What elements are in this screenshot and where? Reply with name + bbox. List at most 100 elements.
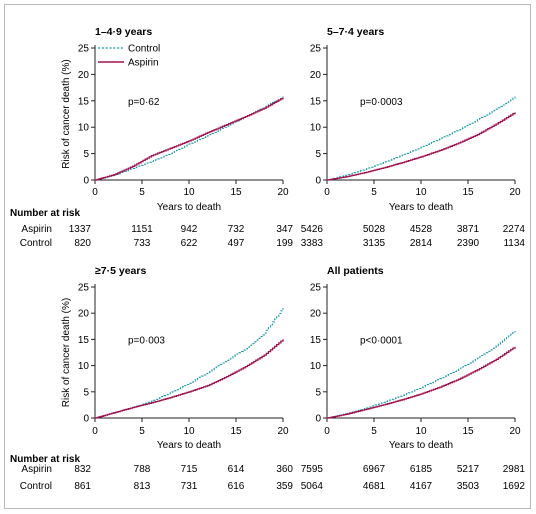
- p-value: p=0·62: [128, 97, 160, 108]
- y-tick-label: 25: [310, 283, 322, 294]
- at-risk-control-value: 733: [134, 238, 151, 249]
- at-risk-control-value: 3383: [301, 238, 324, 249]
- figure-frame: [4, 4, 531, 509]
- at-risk-control-value: 1134: [503, 238, 525, 249]
- chart-panel-1: 1–4·9 years 0 5 10 15 20 25 0 5 10 15 20 Years to de…: [61, 26, 293, 249]
- at-risk-control-value: 359: [276, 481, 293, 492]
- p-value: p=0·003: [128, 335, 165, 346]
- panel-title: All patients: [327, 265, 384, 277]
- x-tick-label: 10: [183, 187, 195, 198]
- at-risk-aspirin-value: 6967: [363, 464, 386, 475]
- at-risk-aspirin-value: 7595: [301, 464, 324, 475]
- x-tick-label: 5: [139, 426, 145, 437]
- at-risk-aspirin-value: 1337: [69, 224, 92, 235]
- at-risk-control-value: 820: [74, 238, 91, 249]
- at-risk-control-value: 4681: [363, 481, 386, 492]
- y-tick-label: 20: [310, 309, 322, 320]
- at-risk-aspirin-value: 5217: [457, 464, 480, 475]
- at-risk-aspirin-value: 788: [134, 464, 151, 475]
- y-axis-label: Risk of cancer death (%): [61, 59, 72, 169]
- y-tick-label: 5: [315, 149, 321, 160]
- series-line-control: [95, 96, 284, 181]
- x-axis-label: Years to death: [389, 440, 453, 451]
- at-risk-control-value: 3503: [457, 481, 480, 492]
- x-tick-label: 0: [92, 426, 98, 437]
- series-line-aspirin: [327, 346, 516, 419]
- legend-label-control: Control: [128, 44, 160, 55]
- at-risk-label-control: Control: [20, 481, 52, 492]
- y-tick-label: 20: [78, 70, 90, 81]
- legend-label-aspirin: Aspirin: [128, 58, 159, 69]
- at-risk-control-value: 199: [276, 238, 293, 249]
- y-tick-label: 0: [315, 176, 321, 187]
- y-tick-label: 15: [310, 96, 322, 107]
- x-tick-label: 15: [230, 426, 242, 437]
- y-tick-label: 0: [315, 414, 321, 425]
- series-line-aspirin: [95, 97, 284, 181]
- at-risk-control-value: 616: [228, 481, 245, 492]
- series-line-control: [95, 308, 284, 419]
- at-risk-aspirin-value: 715: [181, 464, 198, 475]
- x-tick-label: 5: [139, 187, 145, 198]
- at-risk-aspirin-value: 4528: [410, 224, 433, 235]
- x-axis-label: Years to death: [157, 440, 221, 451]
- panel-title: ≥7·5 years: [95, 265, 146, 277]
- y-tick-label: 10: [78, 361, 90, 372]
- at-risk-label-control: Control: [20, 238, 52, 249]
- at-risk-control-value: 813: [134, 481, 151, 492]
- at-risk-control-value: 2390: [457, 238, 480, 249]
- at-risk-aspirin-value: 5028: [363, 224, 386, 235]
- chart-panel-4: All patients 0 5 10 15 20 25 0 5 10 15 20 Years to d…: [301, 265, 526, 492]
- at-risk-aspirin-value: 2981: [503, 464, 526, 475]
- y-tick-label: 15: [78, 335, 90, 346]
- x-tick-label: 20: [277, 187, 289, 198]
- x-tick-label: 10: [415, 187, 427, 198]
- at-risk-aspirin-value: 6185: [410, 464, 433, 475]
- y-tick-label: 20: [310, 70, 322, 81]
- y-tick-label: 25: [78, 44, 90, 55]
- at-risk-label-aspirin: Aspirin: [21, 224, 52, 235]
- x-tick-label: 5: [371, 426, 377, 437]
- x-tick-label: 15: [230, 187, 242, 198]
- x-axis-label: Years to death: [389, 202, 453, 213]
- x-tick-label: 5: [371, 187, 377, 198]
- y-axis-label: Risk of cancer death (%): [61, 298, 72, 408]
- y-tick-label: 0: [83, 414, 89, 425]
- x-tick-label: 15: [462, 187, 474, 198]
- number-at-risk-heading: Number at risk: [10, 208, 80, 219]
- at-risk-control-value: 497: [228, 238, 245, 249]
- panel-title: 5–7·4 years: [327, 26, 384, 38]
- y-tick-label: 25: [78, 283, 90, 294]
- x-tick-label: 15: [462, 426, 474, 437]
- at-risk-aspirin-value: 347: [276, 224, 293, 235]
- x-tick-label: 0: [324, 426, 330, 437]
- series-line-aspirin: [95, 339, 284, 419]
- y-tick-label: 0: [83, 176, 89, 187]
- number-at-risk-heading: Number at risk: [10, 454, 80, 465]
- chart-panel-3: ≥7·5 years 0 5 10 15 20 25 0 5 10 15 20 Years to dea…: [61, 265, 293, 492]
- y-tick-label: 25: [310, 44, 322, 55]
- p-value: p<0·0001: [360, 335, 403, 346]
- at-risk-control-value: 1692: [503, 481, 526, 492]
- y-tick-label: 20: [78, 309, 90, 320]
- at-risk-control-value: 3135: [363, 238, 386, 249]
- at-risk-aspirin-value: 832: [74, 464, 91, 475]
- at-risk-control-value: 4167: [410, 481, 433, 492]
- at-risk-control-value: 861: [74, 481, 91, 492]
- y-tick-label: 15: [78, 96, 90, 107]
- at-risk-control-value: 2814: [410, 238, 433, 249]
- series-line-control: [327, 96, 516, 181]
- y-tick-label: 5: [83, 149, 89, 160]
- at-risk-aspirin-value: 942: [181, 224, 198, 235]
- y-tick-label: 10: [78, 123, 90, 134]
- at-risk-control-value: 5064: [301, 481, 324, 492]
- at-risk-aspirin-value: 1151: [131, 224, 153, 235]
- x-tick-label: 10: [415, 426, 427, 437]
- y-tick-label: 10: [310, 123, 322, 134]
- x-tick-label: 0: [92, 187, 98, 198]
- chart-legend: Control Aspirin: [98, 44, 160, 69]
- x-tick-label: 0: [324, 187, 330, 198]
- x-tick-label: 10: [183, 426, 195, 437]
- at-risk-aspirin-value: 614: [228, 464, 245, 475]
